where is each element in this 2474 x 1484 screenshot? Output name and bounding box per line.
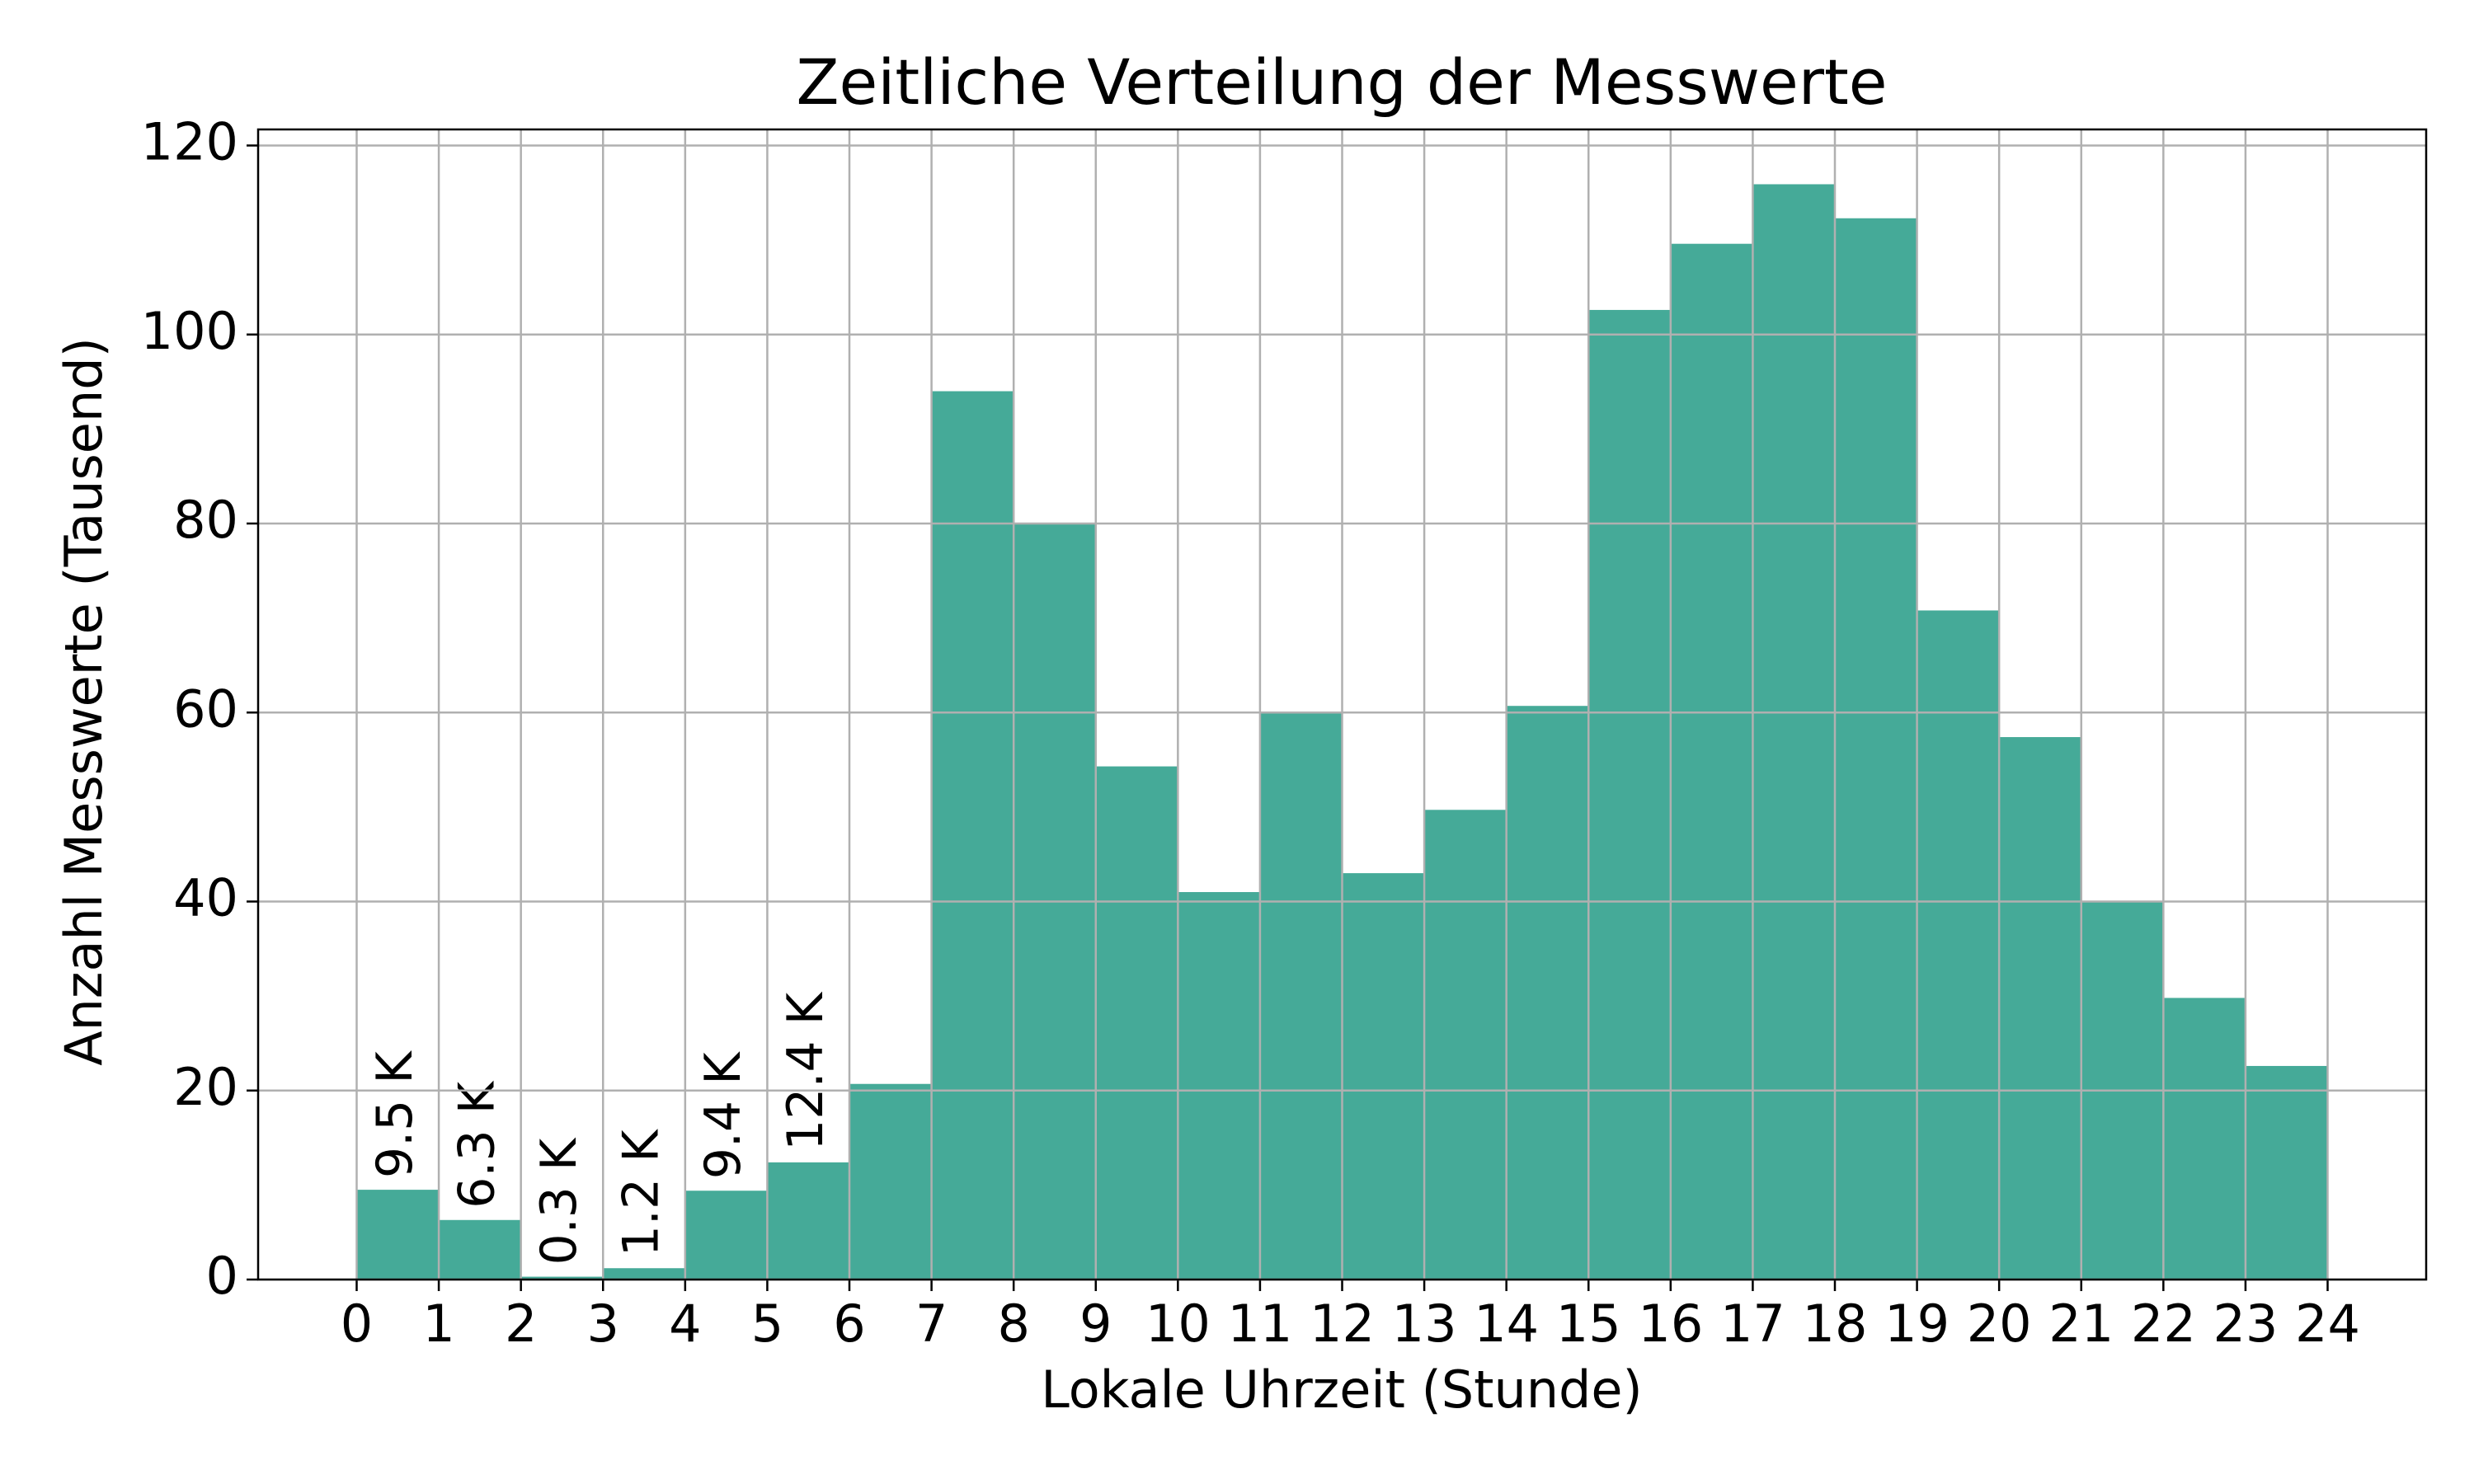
y-tick-label: 0 [206, 1246, 238, 1306]
bar [520, 1276, 604, 1280]
bar [2163, 998, 2246, 1280]
bar [1424, 810, 1507, 1280]
value-label: 12.4 K [777, 991, 835, 1151]
bar [2245, 1065, 2328, 1280]
bar [767, 1162, 849, 1280]
bar [1752, 184, 1835, 1280]
bar [1178, 892, 1260, 1280]
x-tick-label: 15 [1556, 1294, 1621, 1354]
x-tick-label: 16 [1638, 1294, 1703, 1354]
chart-title: Zeitliche Verteilung der Messwerte [796, 45, 1887, 119]
value-label: 9.5 K [366, 1050, 424, 1178]
x-tick-label: 8 [997, 1294, 1029, 1354]
x-tick-label: 11 [1227, 1294, 1292, 1354]
x-tick-label: 3 [587, 1294, 619, 1354]
x-tick-label: 19 [1884, 1294, 1950, 1354]
y-tick-label: 80 [173, 490, 238, 550]
bar [684, 1190, 768, 1280]
plot-frame [256, 128, 2428, 1281]
x-axis-label: Lokale Uhrzeit (Stunde) [1041, 1360, 1643, 1420]
value-label: 1.2 K [613, 1129, 670, 1256]
y-axis-label: Anzahl Messwerte (Tausend) [54, 337, 114, 1066]
x-tick-label: 17 [1720, 1294, 1785, 1354]
x-tick-label: 1 [422, 1294, 454, 1354]
value-label: 9.4 K [694, 1051, 752, 1179]
bar [1917, 610, 2000, 1280]
bar [931, 391, 1014, 1280]
x-tick-label: 7 [915, 1294, 948, 1354]
x-tick-label: 18 [1803, 1294, 1868, 1354]
x-tick-label: 13 [1392, 1294, 1457, 1354]
value-label: 0.3 K [530, 1137, 588, 1265]
value-label: 6.3 K [448, 1080, 506, 1208]
x-tick-label: 6 [833, 1294, 865, 1354]
bar [1095, 766, 1178, 1280]
bar [849, 1083, 932, 1280]
bar [1259, 712, 1343, 1280]
x-tick-label: 23 [2213, 1294, 2278, 1354]
x-tick-label: 21 [2048, 1294, 2114, 1354]
bar [1342, 873, 1425, 1280]
y-tick-label: 120 [141, 112, 238, 172]
x-tick-label: 10 [1145, 1294, 1211, 1354]
x-tick-label: 0 [341, 1294, 373, 1354]
bar [439, 1219, 521, 1280]
x-tick-label: 2 [505, 1294, 537, 1354]
y-tick-label: 60 [173, 679, 238, 739]
x-tick-label: 24 [2295, 1294, 2360, 1354]
bar [1506, 706, 1589, 1280]
x-tick-label: 14 [1474, 1294, 1539, 1354]
x-tick-label: 4 [669, 1294, 701, 1354]
x-tick-label: 5 [751, 1294, 783, 1354]
bar [1999, 737, 2081, 1280]
bar [1835, 218, 1917, 1280]
bar [603, 1268, 685, 1280]
bar [1670, 243, 1753, 1280]
x-tick-label: 20 [1967, 1294, 2032, 1354]
bar [356, 1190, 440, 1280]
x-tick-label: 9 [1079, 1294, 1112, 1354]
x-tick-label: 22 [2131, 1294, 2196, 1354]
y-tick-label: 40 [173, 868, 238, 928]
x-tick-label: 12 [1310, 1294, 1375, 1354]
bar [1588, 309, 1671, 1280]
y-tick-label: 100 [141, 301, 238, 361]
y-tick-label: 20 [173, 1057, 238, 1117]
